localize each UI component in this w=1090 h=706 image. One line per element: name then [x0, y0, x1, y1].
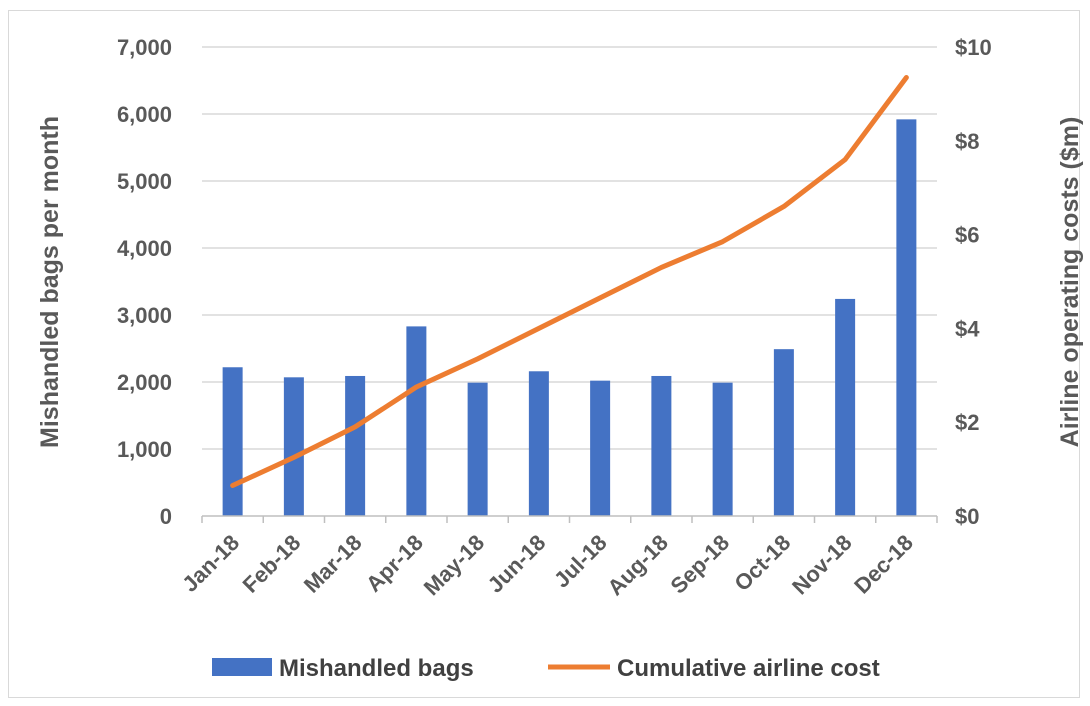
bar-mishandled-bags: [467, 382, 488, 516]
bar-mishandled-bags: [345, 375, 366, 516]
bar-series: [222, 119, 917, 517]
bar-mishandled-bags: [406, 326, 427, 516]
axes: [201, 515, 938, 523]
x-tick-label: Aug-18: [603, 530, 673, 600]
bar-mishandled-bags: [835, 298, 856, 516]
left-axis-title: Mishandled bags per month: [36, 116, 64, 448]
bar-mishandled-bags: [712, 382, 733, 516]
legend-bar-label: Mishandled bags: [279, 655, 474, 682]
gridlines: [202, 46, 937, 450]
x-tick-label: Oct-18: [729, 530, 795, 596]
right-tick-label: $4: [955, 316, 980, 341]
left-tick-label: 0: [160, 504, 172, 529]
x-tick-label: May-18: [419, 530, 489, 600]
bar-mishandled-bags: [651, 375, 672, 516]
right-tick-label: $0: [955, 504, 979, 529]
left-tick-label: 3,000: [117, 303, 172, 328]
left-tick-label: 5,000: [117, 169, 172, 194]
bar-mishandled-bags: [773, 349, 794, 516]
bar-mishandled-bags: [283, 377, 304, 516]
left-tick-label: 6,000: [117, 102, 172, 127]
bar-mishandled-bags: [222, 367, 243, 516]
right-tick-label: $10: [955, 35, 992, 60]
right-tick-label: $6: [955, 223, 979, 248]
bar-mishandled-bags: [590, 380, 611, 516]
left-tick-label: 1,000: [117, 437, 172, 462]
legend: Mishandled bags Cumulative airline cost: [212, 655, 880, 682]
right-tick-label: $8: [955, 129, 979, 154]
bar-mishandled-bags: [896, 119, 917, 517]
x-tick-labels: Jan-18Feb-18Mar-18Apr-18May-18Jun-18Jul-…: [177, 530, 918, 600]
left-tick-label: 4,000: [117, 236, 172, 261]
x-tick-label: Dec-18: [849, 530, 918, 599]
x-tick-label: Nov-18: [787, 530, 857, 600]
left-tick-labels: 0 1,000 2,000 3,000 4,000 5,000 6,000 7,000: [117, 35, 172, 529]
left-tick-label: 7,000: [117, 35, 172, 60]
right-tick-labels: $0 $2 $4 $6 $8 $10: [955, 35, 992, 529]
x-tick-label: Jun-18: [483, 530, 551, 598]
x-tick-label: Jan-18: [177, 530, 244, 597]
x-tick-label: Feb-18: [238, 530, 306, 598]
left-tick-label: 2,000: [117, 370, 172, 395]
legend-bar-swatch: [212, 658, 272, 676]
bar-mishandled-bags: [528, 371, 549, 516]
right-axis-title: Airline operating costs ($m): [1056, 117, 1084, 448]
legend-line-label: Cumulative airline cost: [617, 655, 880, 682]
right-tick-label: $2: [955, 410, 979, 435]
line-series: [230, 74, 909, 489]
x-tick-label: Sep-18: [665, 530, 734, 599]
line-cumulative-airline-cost: [230, 74, 909, 489]
x-tick-label: Apr-18: [361, 530, 428, 597]
x-tick-label: Mar-18: [299, 530, 367, 598]
